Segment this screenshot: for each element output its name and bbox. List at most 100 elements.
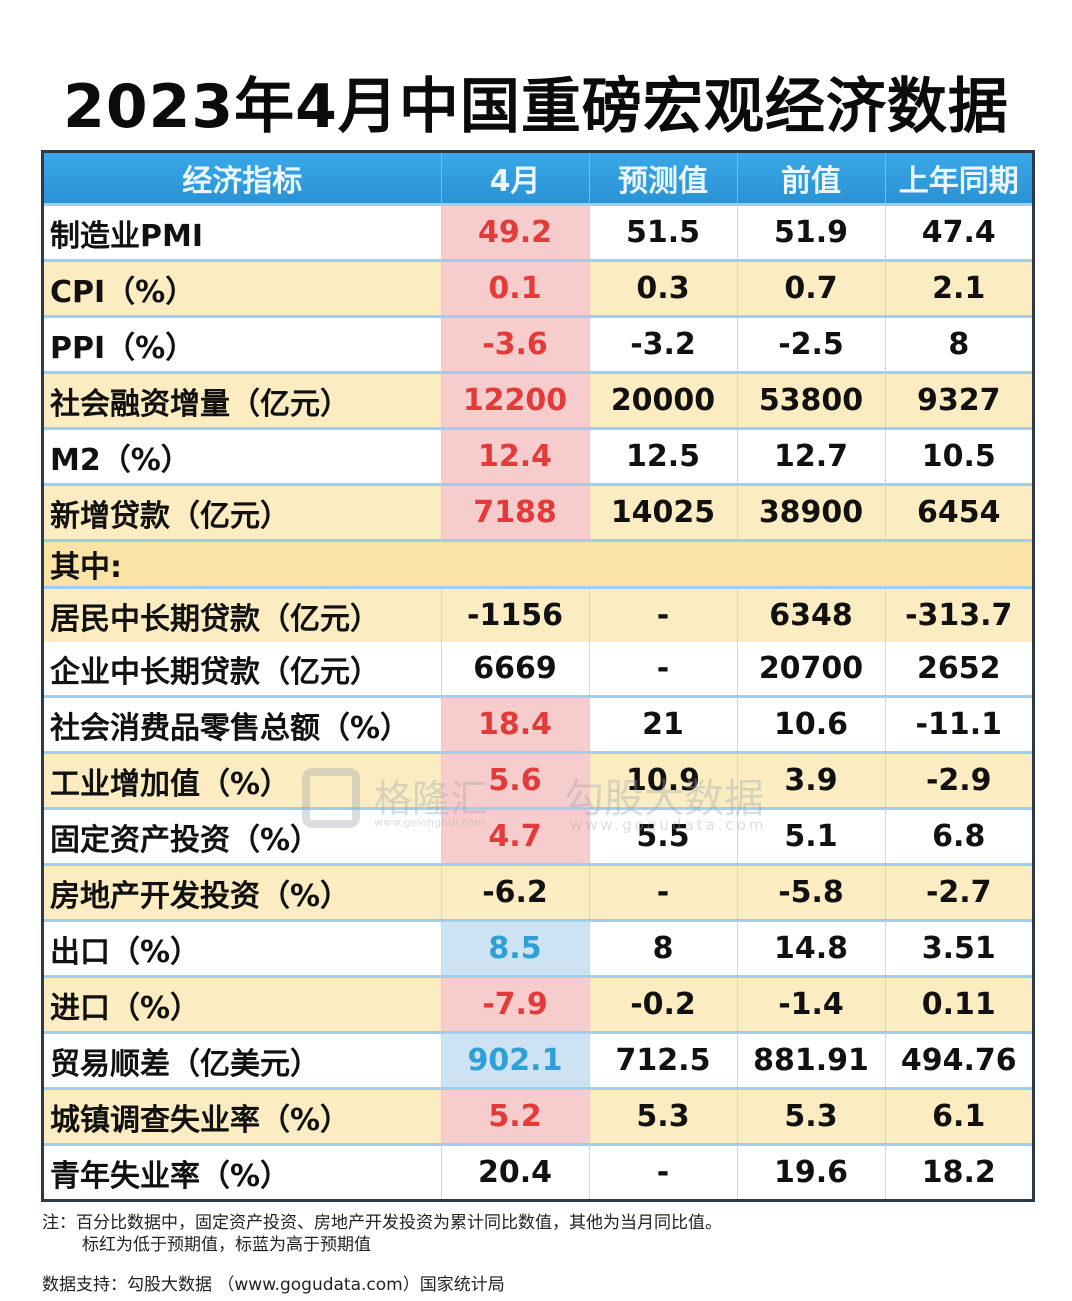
cell-april: 7188 [441, 483, 590, 541]
cell-indicator: 新增贷款（亿元） [44, 483, 442, 541]
cell-forecast: -0.2 [589, 975, 738, 1033]
footnote-line2: 标红为低于预期值，标蓝为高于预期值 [82, 1235, 371, 1255]
cell-last-year: 0.11 [885, 975, 1032, 1033]
cell-april: 4.7 [441, 807, 590, 865]
cell-last-year: -2.9 [885, 751, 1032, 809]
cell-indicator: 贸易顺差（亿美元） [44, 1031, 442, 1089]
table-row: M2（%） 12.4 12.5 12.7 10.5 [44, 427, 1032, 485]
cell-previous: 0.7 [737, 259, 886, 317]
cell-indicator: PPI（%） [44, 315, 442, 373]
cell-previous: 6348 [737, 586, 886, 642]
cell-last-year: -2.7 [885, 863, 1032, 921]
cell-april: 18.4 [441, 695, 590, 753]
cell-april: 902.1 [441, 1031, 590, 1089]
table-row: 新增贷款（亿元） 7188 14025 38900 6454 [44, 483, 1032, 541]
data-source: 数据支持：勾股大数据 （www.gogudata.com）国家统计局 [42, 1275, 505, 1295]
cell-forecast: 14025 [589, 483, 738, 541]
cell-previous: 19.6 [737, 1143, 886, 1199]
cell-last-year: 6.8 [885, 807, 1032, 865]
cell-april: -7.9 [441, 975, 590, 1033]
cell-indicator: 出口（%） [44, 919, 442, 977]
header-april: 4月 [441, 153, 590, 205]
table-row: 固定资产投资（%） 4.7 5.5 5.1 6.8 [44, 807, 1032, 865]
cell-last-year: 3.51 [885, 919, 1032, 977]
cell-forecast: 12.5 [589, 427, 738, 485]
table-row: 出口（%） 8.5 8 14.8 3.51 [44, 919, 1032, 977]
cell-indicator: 城镇调查失业率（%） [44, 1087, 442, 1145]
cell-april: 49.2 [441, 203, 590, 261]
table-row: 贸易顺差（亿美元） 902.1 712.5 881.91 494.76 [44, 1031, 1032, 1089]
cell-indicator: 房地产开发投资（%） [44, 863, 442, 921]
cell-previous: 5.3 [737, 1087, 886, 1145]
footnote: 注：百分比数据中，固定资产投资、房地产开发投资为累计同比数值，其他为当月同比值。… [42, 1212, 722, 1256]
cell-forecast: - [589, 642, 738, 697]
cell-indicator: 制造业PMI [44, 203, 442, 261]
cell-forecast: - [589, 586, 738, 642]
cell-april: 0.1 [441, 259, 590, 317]
cell-indicator: 居民中长期贷款（亿元） [44, 586, 442, 642]
cell-forecast: 712.5 [589, 1031, 738, 1089]
cell-april: 12.4 [441, 427, 590, 485]
macro-data-table: 经济指标 4月 预测值 前值 上年同期 制造业PMI 49.2 51.5 51.9 47… [44, 153, 1032, 1199]
cell-previous: 12.7 [737, 427, 886, 485]
cell-indicator: 固定资产投资（%） [44, 807, 442, 865]
cell-forecast: 20000 [589, 371, 738, 429]
cell-indicator: 社会融资增量（亿元） [44, 371, 442, 429]
table-row: 制造业PMI 49.2 51.5 51.9 47.4 [44, 203, 1032, 261]
table-row: 企业中长期贷款（亿元） 6669-20700 2652 [44, 642, 1032, 697]
table-row: 工业增加值（%） 5.6 10.9 3.9 -2.9 [44, 751, 1032, 809]
cell-forecast: 10.9 [589, 751, 738, 809]
cell-previous: -2.5 [737, 315, 886, 373]
cell-april: 12200 [441, 371, 590, 429]
cell-indicator: 工业增加值（%） [44, 751, 442, 809]
cell-forecast: 21 [589, 695, 738, 753]
cell-april: -1156 [441, 586, 590, 642]
cell-last-year: 6454 [885, 483, 1032, 541]
cell-forecast: - [589, 1143, 738, 1199]
cell-april: -3.6 [441, 315, 590, 373]
cell-previous: 51.9 [737, 203, 886, 261]
cell-forecast: -3.2 [589, 315, 738, 373]
cell-indicator: CPI（%） [44, 259, 442, 317]
cell-last-year: 2652 [917, 651, 1001, 686]
table-row: 城镇调查失业率（%） 5.2 5.3 5.3 6.1 [44, 1087, 1032, 1145]
cell-forecast: 5.5 [589, 807, 738, 865]
cell-last-year: 494.76 [885, 1031, 1032, 1089]
header-forecast: 预测值 [589, 153, 738, 205]
data-table-container: 经济指标 4月 预测值 前值 上年同期 制造业PMI 49.2 51.5 51.9 47… [41, 150, 1035, 1202]
cell-previous: 10.6 [737, 695, 886, 753]
table-row: 房地产开发投资（%） -6.2- -5.8 -2.7 [44, 863, 1032, 921]
cell-last-year: 47.4 [885, 203, 1032, 261]
cell-previous: 14.8 [737, 919, 886, 977]
table-header-row: 经济指标 4月 预测值 前值 上年同期 [44, 153, 1032, 205]
cell-forecast: 0.3 [589, 259, 738, 317]
cell-last-year: 8 [885, 315, 1032, 373]
table-row: 青年失业率（%） 20.4-19.6 18.2 [44, 1143, 1032, 1199]
cell-previous: 20700 [737, 642, 886, 697]
cell-indicator: 青年失业率（%） [44, 1143, 442, 1199]
cell-previous: 5.1 [737, 807, 886, 865]
cell-last-year: 10.5 [885, 427, 1032, 485]
cell-previous: 881.91 [737, 1031, 886, 1089]
cell-forecast: 51.5 [589, 203, 738, 261]
table-row: 居民中长期贷款（亿元） -1156-6348 -313.7 [44, 586, 1032, 642]
cell-last-year: 6.1 [885, 1087, 1032, 1145]
cell-previous: -5.8 [737, 863, 886, 921]
cell-last-year: 18.2 [885, 1143, 1032, 1199]
cell-april: -6.2 [441, 863, 590, 921]
table-row: CPI（%） 0.1 0.3 0.7 2.1 [44, 259, 1032, 317]
cell-previous: 38900 [737, 483, 886, 541]
header-indicator: 经济指标 [44, 153, 442, 205]
section-label: 其中: [44, 539, 1032, 588]
cell-april: 6669 [441, 642, 590, 697]
section-row: 其中: [44, 539, 1032, 588]
cell-last-year: 9327 [885, 371, 1032, 429]
table-row: 进口（%） -7.9 -0.2 -1.4 0.11 [44, 975, 1032, 1033]
cell-previous: 3.9 [737, 751, 886, 809]
cell-indicator: M2（%） [44, 427, 442, 485]
cell-april: 5.6 [441, 751, 590, 809]
table-row: 社会融资增量（亿元） 12200 20000 53800 9327 [44, 371, 1032, 429]
cell-forecast: 5.3 [589, 1087, 738, 1145]
cell-forecast: - [589, 863, 738, 921]
table-body: 制造业PMI 49.2 51.5 51.9 47.4 CPI（%） 0.1 0.3 0.7 2.1… [44, 203, 1032, 1199]
